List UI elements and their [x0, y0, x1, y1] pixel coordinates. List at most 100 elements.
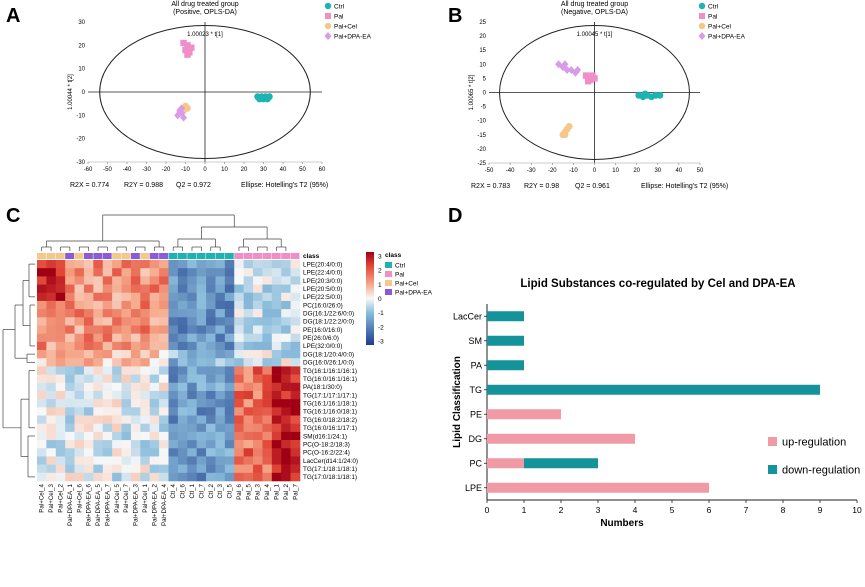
- heatmap-cell: [234, 300, 244, 310]
- heatmap-cell: [130, 333, 141, 343]
- heatmap-cell: [271, 325, 282, 334]
- class-annotation-cell: [46, 253, 56, 259]
- heatmap-row-label: LPE(22:4/0:0): [303, 270, 342, 277]
- heatmap-cell: [140, 292, 151, 302]
- class-annotation-cell: [206, 253, 215, 259]
- heatmap-cell: [281, 350, 291, 359]
- data-point-pal-dpa-ea: [574, 65, 582, 74]
- heatmap-cell: [93, 464, 104, 474]
- heatmap-cell: [149, 366, 160, 375]
- x-tick-label: 3: [596, 505, 601, 515]
- heatmap-cell: [65, 350, 75, 359]
- heatmap-cell: [234, 317, 244, 326]
- heatmap-cell: [46, 300, 57, 310]
- heatmap-cell: [290, 276, 301, 285]
- heatmap-cell: [206, 317, 216, 326]
- heatmap-cell: [196, 399, 207, 408]
- heatmap-cell: [290, 325, 301, 334]
- heatmap-cell: [93, 456, 104, 465]
- heatmap-cell: [83, 284, 94, 294]
- x-tick-label: 50: [299, 167, 306, 173]
- x-tick-label: -30: [527, 168, 536, 174]
- heatmap-cell: [55, 317, 66, 326]
- heatmap-cell: [177, 358, 188, 367]
- opls-da-positive-plot: All drug treated group(Positive, OPLS-DA…: [68, 1, 372, 189]
- heatmap-cell: [281, 268, 291, 277]
- heatmap-cell: [168, 423, 179, 433]
- heatmap-row-label: PA(18:1/30:0): [303, 384, 342, 391]
- heatmap-cell: [206, 407, 216, 416]
- heatmap-cell: [37, 464, 47, 474]
- heatmap-cell: [83, 431, 94, 441]
- heatmap-cell: [281, 292, 291, 302]
- heatmap-cell: [37, 423, 47, 433]
- heatmap-cell: [271, 374, 282, 384]
- heatmap-cell: [130, 260, 141, 269]
- x-tick-label: 20: [633, 168, 640, 174]
- heatmap-cell: [140, 350, 151, 359]
- heatmap-cell: [37, 284, 47, 294]
- heatmap-cell: [253, 423, 263, 433]
- heatmap-cell: [149, 358, 160, 367]
- heatmap-cell: [159, 431, 169, 441]
- heatmap-cell: [177, 325, 188, 334]
- bar-up-regulation: [487, 409, 561, 420]
- y-tick-label: 20: [78, 43, 85, 49]
- heatmap-cell: [187, 260, 197, 269]
- heatmap-cell: [83, 382, 94, 392]
- heatmap-cell: [149, 456, 160, 465]
- heatmap-cell: [253, 472, 263, 482]
- heatmap-cell: [196, 390, 207, 400]
- heatmap-cell: [37, 309, 47, 318]
- heatmap-column-label: Pal+Cel_3: [48, 483, 55, 512]
- heatmap-cell: [196, 260, 207, 269]
- heatmap-cell: [102, 456, 113, 465]
- class-annotation-cell: [281, 253, 291, 259]
- heatmap-cell: [121, 399, 132, 408]
- heatmap-column-label: Pal+Cel_1: [142, 483, 149, 512]
- heatmap-cell: [46, 268, 57, 277]
- heatmap-cell: [37, 456, 47, 465]
- heatmap-cell: [121, 358, 132, 367]
- bar-up-regulation: [487, 433, 635, 444]
- heatmap-cell: [262, 260, 273, 269]
- heatmap-cell: [243, 407, 254, 416]
- heatmap-cell: [271, 358, 282, 367]
- class-annotation-cell: [121, 253, 131, 259]
- heatmap-column-label: Pal_5: [245, 483, 252, 499]
- heatmap-cell: [121, 317, 132, 326]
- heatmap-cell: [159, 284, 169, 294]
- heatmap-cell: [102, 268, 113, 277]
- heatmap-cell: [46, 448, 57, 457]
- class-annotation-cell: [196, 253, 206, 259]
- heatmap-cell: [74, 358, 85, 367]
- heatmap-column-label: Pal+DPA-EA_6: [86, 483, 93, 526]
- heatmap-cell: [234, 440, 244, 449]
- heatmap-cell: [102, 309, 113, 318]
- heatmap-cell: [224, 350, 235, 359]
- heatmap-cell: [187, 390, 197, 400]
- heatmap-cell: [253, 317, 263, 326]
- heatmap-cell: [253, 399, 263, 408]
- heatmap-cell: [102, 325, 113, 334]
- heatmap-cell: [234, 472, 244, 482]
- heatmap-cell: [37, 440, 47, 449]
- data-point-pal-dpa-ea: [180, 113, 188, 122]
- heatmap-cell: [140, 431, 151, 441]
- heatmap-cell: [159, 456, 169, 465]
- heatmap-cell: [55, 431, 66, 441]
- heatmap-cell: [290, 448, 301, 457]
- heatmap-cell: [168, 390, 179, 400]
- heatmap-cell: [83, 407, 94, 416]
- heatmap-cell: [262, 333, 273, 343]
- heatmap-cell: [46, 341, 57, 351]
- bar-down-regulation: [524, 458, 598, 469]
- heatmap-cell: [140, 309, 151, 318]
- x-tick-label: 9: [818, 505, 823, 515]
- heatmap-cell: [74, 382, 85, 392]
- heatmap-cell: [46, 366, 57, 375]
- heatmap-cell: [130, 407, 141, 416]
- heatmap-cell: [168, 317, 179, 326]
- heatmap-cell: [271, 268, 282, 277]
- heatmap-cell: [224, 448, 235, 457]
